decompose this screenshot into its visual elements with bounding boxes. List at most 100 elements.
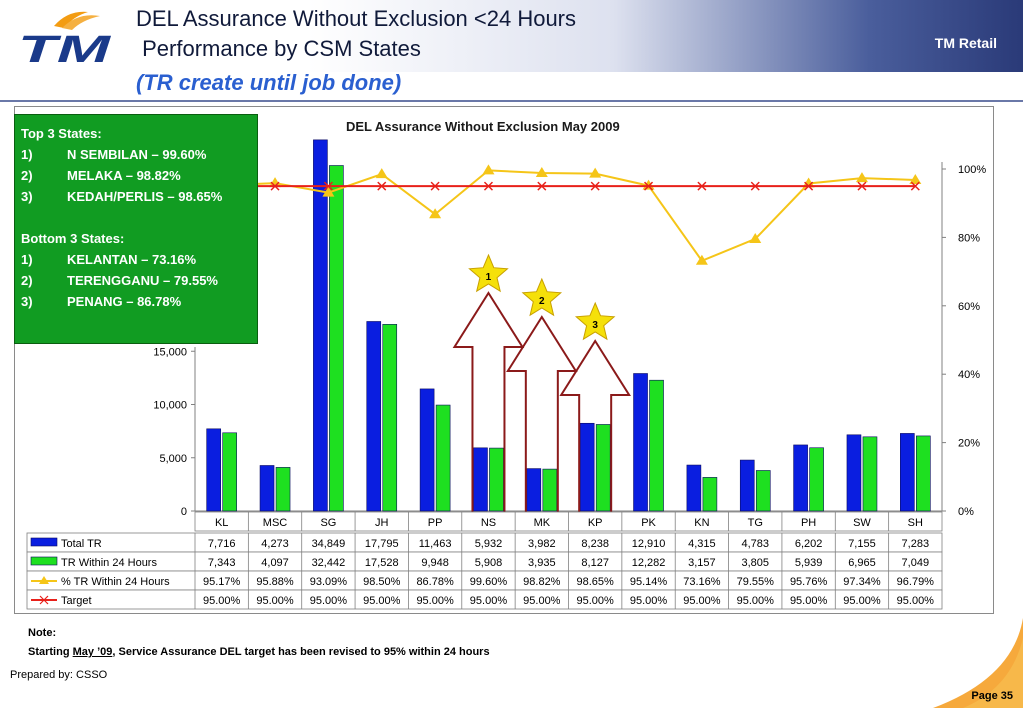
bar-total-tr: [739, 459, 755, 512]
y-left-tick-label: 15,000: [153, 346, 187, 358]
point-target: [644, 181, 654, 191]
highlight-arrow: [452, 291, 525, 528]
top-state-rank: 1): [21, 147, 33, 162]
bar-tr-within-24-hours: [755, 470, 771, 512]
point--tr-within-24-hours: [269, 177, 282, 188]
table-cell: 3,935: [528, 557, 556, 569]
table-cell: 17,795: [365, 538, 399, 550]
table-row: [26, 589, 943, 610]
table-cell: 4,097: [261, 557, 289, 569]
bar-tr-within-24-hours: [862, 436, 878, 512]
point-target: [270, 181, 280, 191]
y-left-tick-label: 10,000: [153, 400, 187, 412]
category-label: MSC: [263, 517, 288, 529]
table-cell: 8,127: [581, 557, 609, 569]
category-label: KP: [588, 517, 603, 529]
rank-star-label: 3: [592, 320, 598, 331]
point--tr-within-24-hours: [695, 254, 708, 265]
y-left-tick-label: 5,000: [159, 453, 187, 465]
table-cell: 95.00%: [310, 595, 348, 607]
table-cell: 7,343: [208, 557, 236, 569]
point-target: [483, 181, 493, 191]
category-label: JH: [375, 517, 389, 529]
bar-total-tr: [846, 434, 862, 512]
note-suffix: , Service Assurance DEL target has been …: [112, 646, 490, 658]
point-target: [537, 181, 547, 191]
point--tr-within-24-hours: [589, 167, 602, 178]
table-cell: 98.82%: [523, 576, 561, 588]
note-date: May ’09: [72, 646, 113, 658]
table-cell: 4,783: [741, 538, 769, 550]
top-state-text: MELAKA – 98.82%: [67, 168, 181, 183]
y-right-tick-label: 20%: [958, 438, 980, 450]
table-cell: 3,982: [528, 538, 556, 550]
y-right-tick-label: 80%: [958, 232, 980, 244]
bar-total-tr: [419, 388, 435, 512]
bar-tr-within-24-hours: [809, 447, 824, 512]
legend-key: [30, 537, 58, 547]
table-cell: 98.65%: [577, 576, 615, 588]
page-title-line1: DEL Assurance Without Exclusion <24 Hour…: [136, 6, 577, 31]
table-cell: 95.14%: [630, 576, 668, 588]
table-cell: 34,849: [312, 538, 346, 550]
category-label: TG: [748, 517, 763, 529]
legend-key: [30, 556, 58, 566]
table-cell: 7,283: [902, 538, 930, 550]
table-cell: 95.00%: [416, 595, 454, 607]
table-cell: 95.00%: [737, 595, 775, 607]
table-cell: 95.76%: [790, 576, 828, 588]
y-right-tick-label: 60%: [958, 301, 980, 313]
bar-total-tr: [793, 444, 808, 512]
top-state-rank: 3): [21, 189, 33, 204]
header-band: [0, 0, 1023, 72]
point--tr-within-24-hours: [535, 167, 548, 178]
bottom-state-text: PENANG – 86.78%: [67, 294, 182, 309]
bar-total-tr: [206, 428, 221, 512]
top-bottom-callout: Top 3 States: 1) N SEMBILAN – 99.60% 2) …: [14, 114, 258, 344]
brand-label: TM Retail: [934, 35, 997, 51]
y-right-tick-label: 100%: [958, 164, 986, 176]
highlight-arrow: [559, 339, 631, 528]
category-label: PH: [801, 517, 816, 529]
y-left-tick-label: 0: [181, 506, 187, 518]
point--tr-within-24-hours: [642, 179, 655, 190]
chart: DEL Assurance Without Exclusion May 2009…: [26, 119, 986, 610]
table-cell: 5,932: [475, 538, 503, 550]
point--tr-within-24-hours: [749, 232, 762, 243]
bottom-state-item: 2) TERENGGANU – 79.55%: [21, 270, 251, 291]
table-cell: 7,716: [208, 538, 236, 550]
bar-tr-within-24-hours: [489, 447, 504, 512]
highlight-arrow: [506, 315, 578, 528]
bottom-states-heading: Bottom 3 States:: [21, 231, 125, 246]
point--tr-within-24-hours: [909, 173, 922, 184]
rank-star: [468, 253, 509, 293]
point--tr-within-24-hours: [322, 186, 335, 197]
legend-label: Target: [61, 595, 92, 607]
bar-total-tr: [686, 464, 702, 512]
top-state-text: N SEMBILAN – 99.60%: [67, 147, 207, 162]
table-cell: 95.00%: [577, 595, 615, 607]
table-cell: 9,948: [421, 557, 449, 569]
corner-decoration: [933, 618, 1023, 708]
y-right-tick-label: 40%: [958, 369, 980, 381]
point--tr-within-24-hours: [482, 164, 495, 175]
logo-text: TM: [18, 29, 112, 68]
bar-total-tr: [259, 465, 275, 512]
bottom-state-item: 1) KELANTAN – 73.16%: [21, 249, 251, 270]
table-cell: 6,202: [795, 538, 823, 550]
bar-tr-within-24-hours: [382, 324, 398, 512]
category-label: KL: [215, 517, 228, 529]
bar-tr-within-24-hours: [542, 468, 558, 512]
point-target: [804, 181, 814, 191]
rank-star: [574, 301, 616, 341]
top-state-item: 2) MELAKA – 98.82%: [21, 165, 251, 186]
table-cell: 3,157: [688, 557, 716, 569]
legend-key-marker: [39, 576, 49, 584]
table-cell: 98.50%: [363, 576, 401, 588]
table-cell: 97.34%: [843, 576, 881, 588]
legend-label: % TR Within 24 Hours: [61, 576, 170, 588]
bar-total-tr: [313, 139, 328, 512]
table-cell: 73.16%: [683, 576, 721, 588]
table-cell: 93.09%: [310, 576, 348, 588]
bar-total-tr: [900, 433, 915, 512]
